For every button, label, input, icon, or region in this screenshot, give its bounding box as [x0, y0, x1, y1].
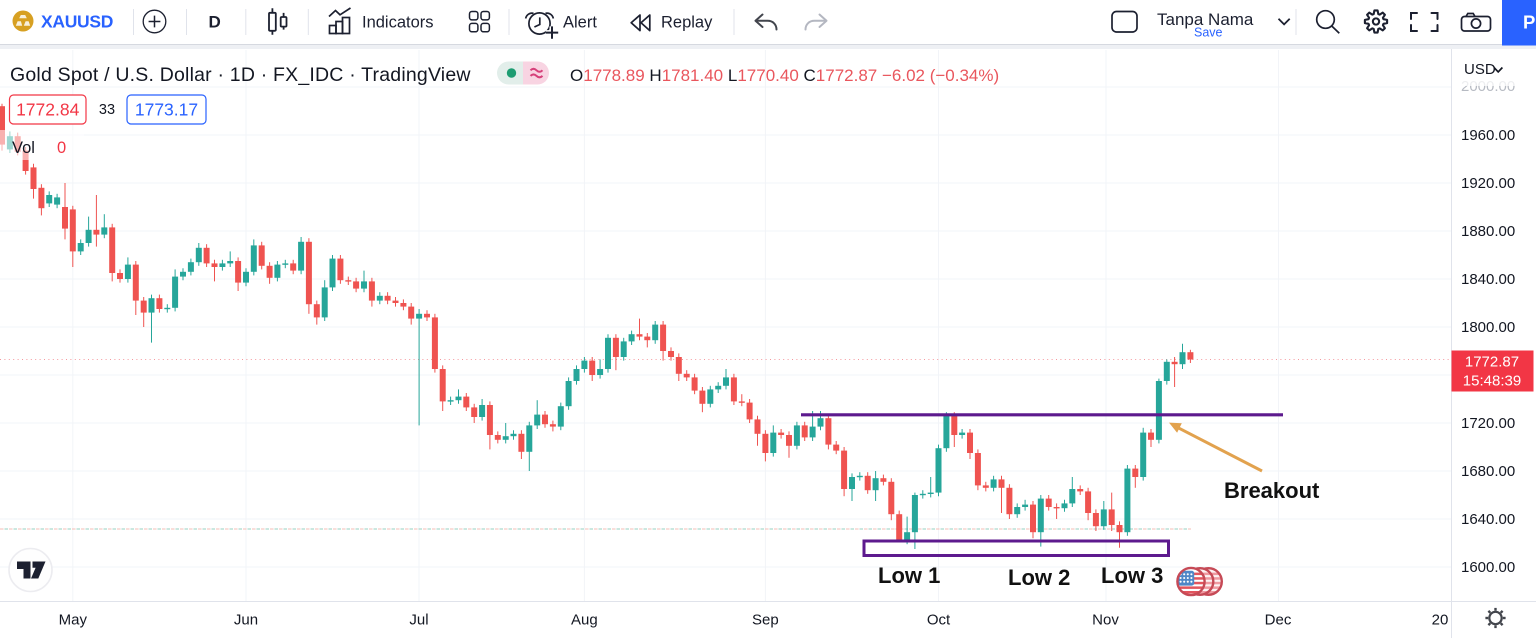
svg-text:Jul: Jul	[409, 612, 428, 629]
svg-text:1772.84: 1772.84	[16, 100, 80, 120]
svg-text:1920.00: 1920.00	[1461, 175, 1515, 192]
svg-text:1960.00: 1960.00	[1461, 127, 1515, 144]
svg-text:Oct: Oct	[927, 612, 951, 629]
svg-text:Sep: Sep	[752, 612, 779, 629]
svg-text:D: D	[209, 13, 221, 32]
svg-text:Breakout: Breakout	[1224, 478, 1320, 503]
svg-text:Gold Spot / U.S. Dollar · 1D ·: Gold Spot / U.S. Dollar · 1D · FX_IDC · …	[10, 64, 471, 86]
svg-text:Dec: Dec	[1265, 612, 1292, 629]
svg-text:Low 2: Low 2	[1008, 565, 1070, 590]
svg-text:Save: Save	[1194, 26, 1223, 40]
svg-text:Vol: Vol	[12, 139, 35, 157]
svg-text:Tanpa Nama: Tanpa Nama	[1157, 10, 1254, 29]
svg-text:Nov: Nov	[1092, 612, 1119, 629]
svg-text:0: 0	[57, 139, 66, 157]
svg-text:Low 1: Low 1	[878, 563, 940, 588]
svg-text:Jun: Jun	[234, 612, 258, 629]
svg-text:1773.17: 1773.17	[135, 100, 198, 120]
svg-text:1680.00: 1680.00	[1461, 463, 1515, 480]
svg-text:20: 20	[1432, 612, 1449, 629]
svg-text:1840.00: 1840.00	[1461, 271, 1515, 288]
svg-text:33: 33	[99, 102, 115, 118]
svg-text:XAUUSD: XAUUSD	[41, 12, 113, 32]
svg-text:1640.00: 1640.00	[1461, 511, 1515, 528]
svg-text:1880.00: 1880.00	[1461, 223, 1515, 240]
svg-text:1772.87: 1772.87	[1465, 354, 1519, 371]
svg-text:O1778.89 H1781.40 L1770.40 C17: O1778.89 H1781.40 L1770.40 C1772.87 −6.0…	[570, 66, 999, 85]
svg-text:USD: USD	[1464, 61, 1496, 78]
svg-text:Aug: Aug	[571, 612, 598, 629]
svg-text:Low 3: Low 3	[1101, 563, 1163, 588]
svg-text:May: May	[59, 612, 88, 629]
svg-text:Indicators: Indicators	[362, 14, 434, 32]
svg-text:1720.00: 1720.00	[1461, 415, 1515, 432]
svg-text:Replay: Replay	[661, 14, 713, 32]
svg-text:15:48:39: 15:48:39	[1463, 373, 1521, 390]
svg-text:Pu: Pu	[1523, 12, 1536, 33]
svg-text:Alert: Alert	[563, 14, 597, 32]
svg-text:1600.00: 1600.00	[1461, 559, 1515, 576]
svg-text:1800.00: 1800.00	[1461, 319, 1515, 336]
